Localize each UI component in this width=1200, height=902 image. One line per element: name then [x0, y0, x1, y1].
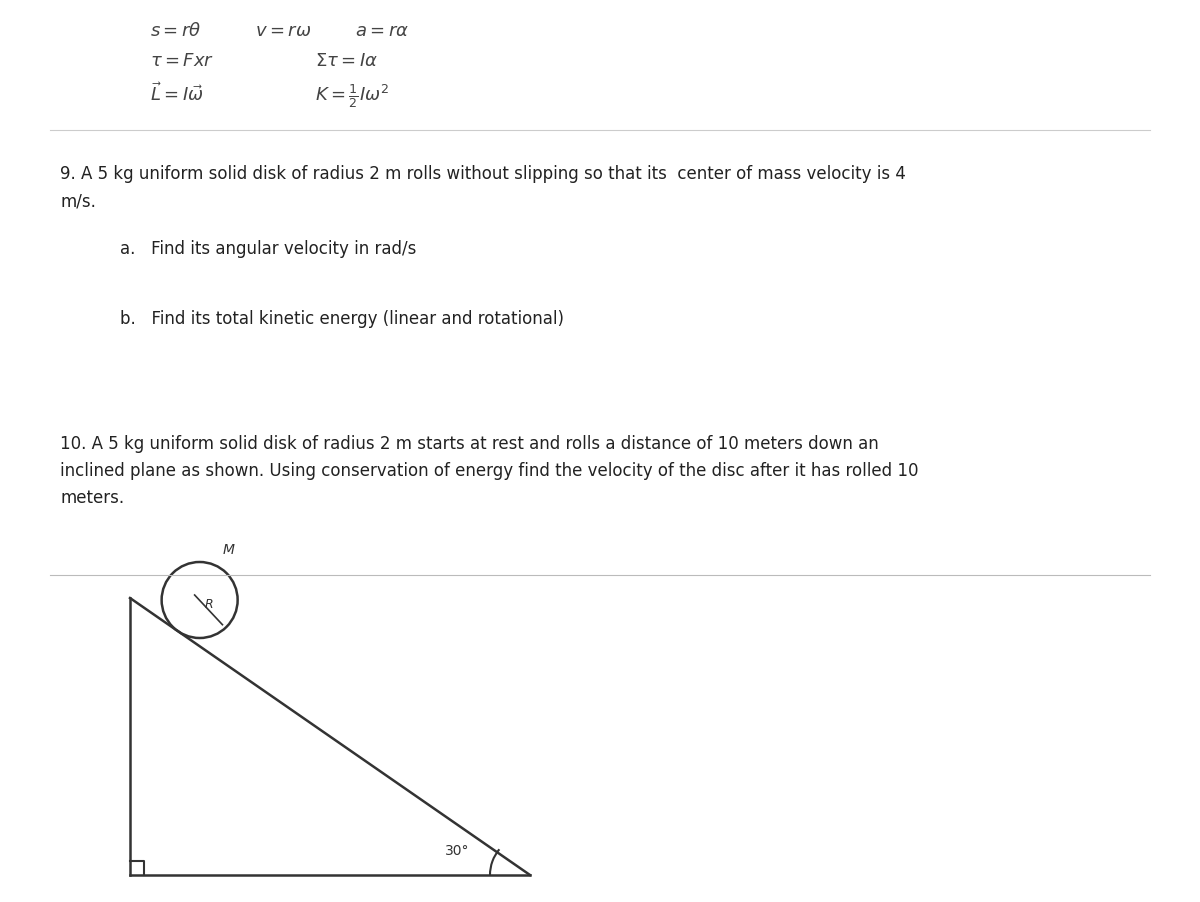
- Text: $\tau=Fxr$: $\tau=Fxr$: [150, 52, 215, 70]
- Text: meters.: meters.: [60, 489, 124, 507]
- Text: $a=r\alpha$: $a=r\alpha$: [355, 22, 409, 40]
- Text: 9. A 5 kg uniform solid disk of radius 2 m rolls without slipping so that its  c: 9. A 5 kg uniform solid disk of radius 2…: [60, 165, 906, 183]
- Text: $K=\frac{1}{2}I\omega^2$: $K=\frac{1}{2}I\omega^2$: [314, 82, 389, 110]
- Text: $\Sigma\tau=I\alpha$: $\Sigma\tau=I\alpha$: [314, 52, 378, 70]
- Text: $v=r\omega$: $v=r\omega$: [256, 22, 312, 40]
- Text: $s=r\theta$: $s=r\theta$: [150, 22, 202, 40]
- Text: 10. A 5 kg uniform solid disk of radius 2 m starts at rest and rolls a distance : 10. A 5 kg uniform solid disk of radius …: [60, 435, 878, 453]
- Text: inclined plane as shown. Using conservation of energy find the velocity of the d: inclined plane as shown. Using conservat…: [60, 462, 918, 480]
- Text: 30°: 30°: [445, 844, 469, 858]
- Text: R: R: [205, 598, 214, 611]
- Text: a.   Find its angular velocity in rad/s: a. Find its angular velocity in rad/s: [120, 240, 416, 258]
- Text: m/s.: m/s.: [60, 192, 96, 210]
- Text: $\vec{L}=I\vec{\omega}$: $\vec{L}=I\vec{\omega}$: [150, 82, 204, 105]
- Text: M: M: [222, 543, 234, 557]
- Text: b.   Find its total kinetic energy (linear and rotational): b. Find its total kinetic energy (linear…: [120, 310, 564, 328]
